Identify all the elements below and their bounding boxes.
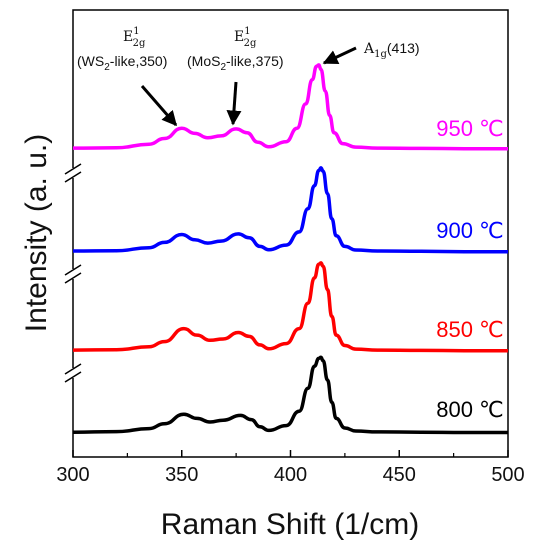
series-line-0 — [72, 63, 508, 151]
series-label-3: 800 ℃ — [436, 397, 504, 422]
series-label-1: 900 ℃ — [436, 218, 504, 243]
x-tick-label-4: 500 — [491, 464, 524, 486]
axis-break-0 — [64, 163, 82, 183]
series-line-1 — [72, 166, 508, 254]
annotation-a1g-label: A1g(413) — [363, 40, 420, 60]
annotation-mos2-symbol: E1 2g — [234, 26, 257, 49]
series-line-3 — [72, 355, 508, 435]
series-label-0: 950 ℃ — [436, 116, 504, 141]
x-tick-label-3: 450 — [383, 464, 416, 486]
axis-break-2 — [64, 363, 82, 383]
arrow-ws2-peak — [140, 85, 178, 127]
arrow-a1g-peak — [322, 46, 357, 65]
annotation-mos2-label: (MoS2-like,375) — [187, 53, 284, 73]
annotation-ws2-label: (WS2-like,350) — [77, 53, 167, 73]
arrow-mos2-peak — [226, 81, 242, 126]
series-line-2 — [72, 261, 508, 353]
y-axis-title: Intensity (a. u.) — [20, 134, 53, 332]
x-tick-label-1: 350 — [165, 464, 198, 486]
x-axis-title: Raman Shift (1/cm) — [161, 508, 419, 541]
x-tick-label-2: 400 — [274, 464, 307, 486]
series-label-2: 850 ℃ — [436, 317, 504, 342]
axis-break-1 — [64, 264, 82, 284]
annotation-ws2-symbol: E1 2g — [123, 26, 146, 49]
x-tick-label-0: 300 — [56, 464, 89, 486]
